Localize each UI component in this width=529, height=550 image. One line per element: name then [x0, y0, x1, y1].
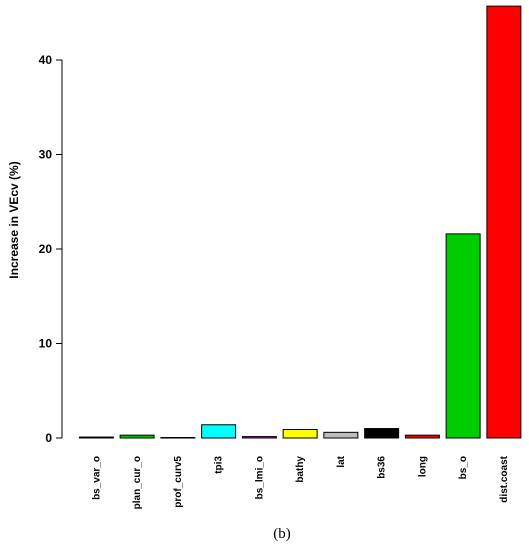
x-tick-label: lat: [336, 455, 347, 467]
bar: [445, 233, 481, 439]
caption: (b): [273, 526, 291, 542]
bar: [404, 434, 440, 439]
bar: [323, 431, 359, 439]
y-tick-label: 30: [39, 148, 53, 162]
y-tick-label: 40: [39, 53, 53, 67]
x-tick-label: bs_lmi_o: [254, 456, 265, 499]
y-tick-label: 10: [39, 337, 53, 351]
x-tick-label: prof_curv5: [173, 456, 184, 508]
x-tick-label: plan_cur_o: [132, 456, 143, 509]
y-tick-label: 0: [45, 431, 52, 445]
bar: [119, 434, 155, 439]
x-tick-label: bs_o: [458, 456, 469, 479]
y-axis-label: Increase in VEcv (%): [7, 161, 21, 278]
x-tick-label: dist.coast: [499, 455, 510, 502]
bar: [78, 436, 114, 439]
x-tick-label: bs36: [377, 456, 388, 479]
bar: [160, 437, 196, 439]
x-tick-label: long: [417, 456, 428, 477]
x-tick-label: tpi3: [214, 456, 225, 474]
bar: [486, 5, 522, 439]
x-tick-label: bs_var_o: [91, 456, 102, 500]
bar: [201, 424, 237, 439]
x-tick-label: bathy: [295, 456, 306, 483]
y-tick-label: 20: [39, 242, 53, 256]
bar: [364, 428, 400, 439]
bar: [282, 428, 318, 439]
bar: [241, 436, 277, 439]
